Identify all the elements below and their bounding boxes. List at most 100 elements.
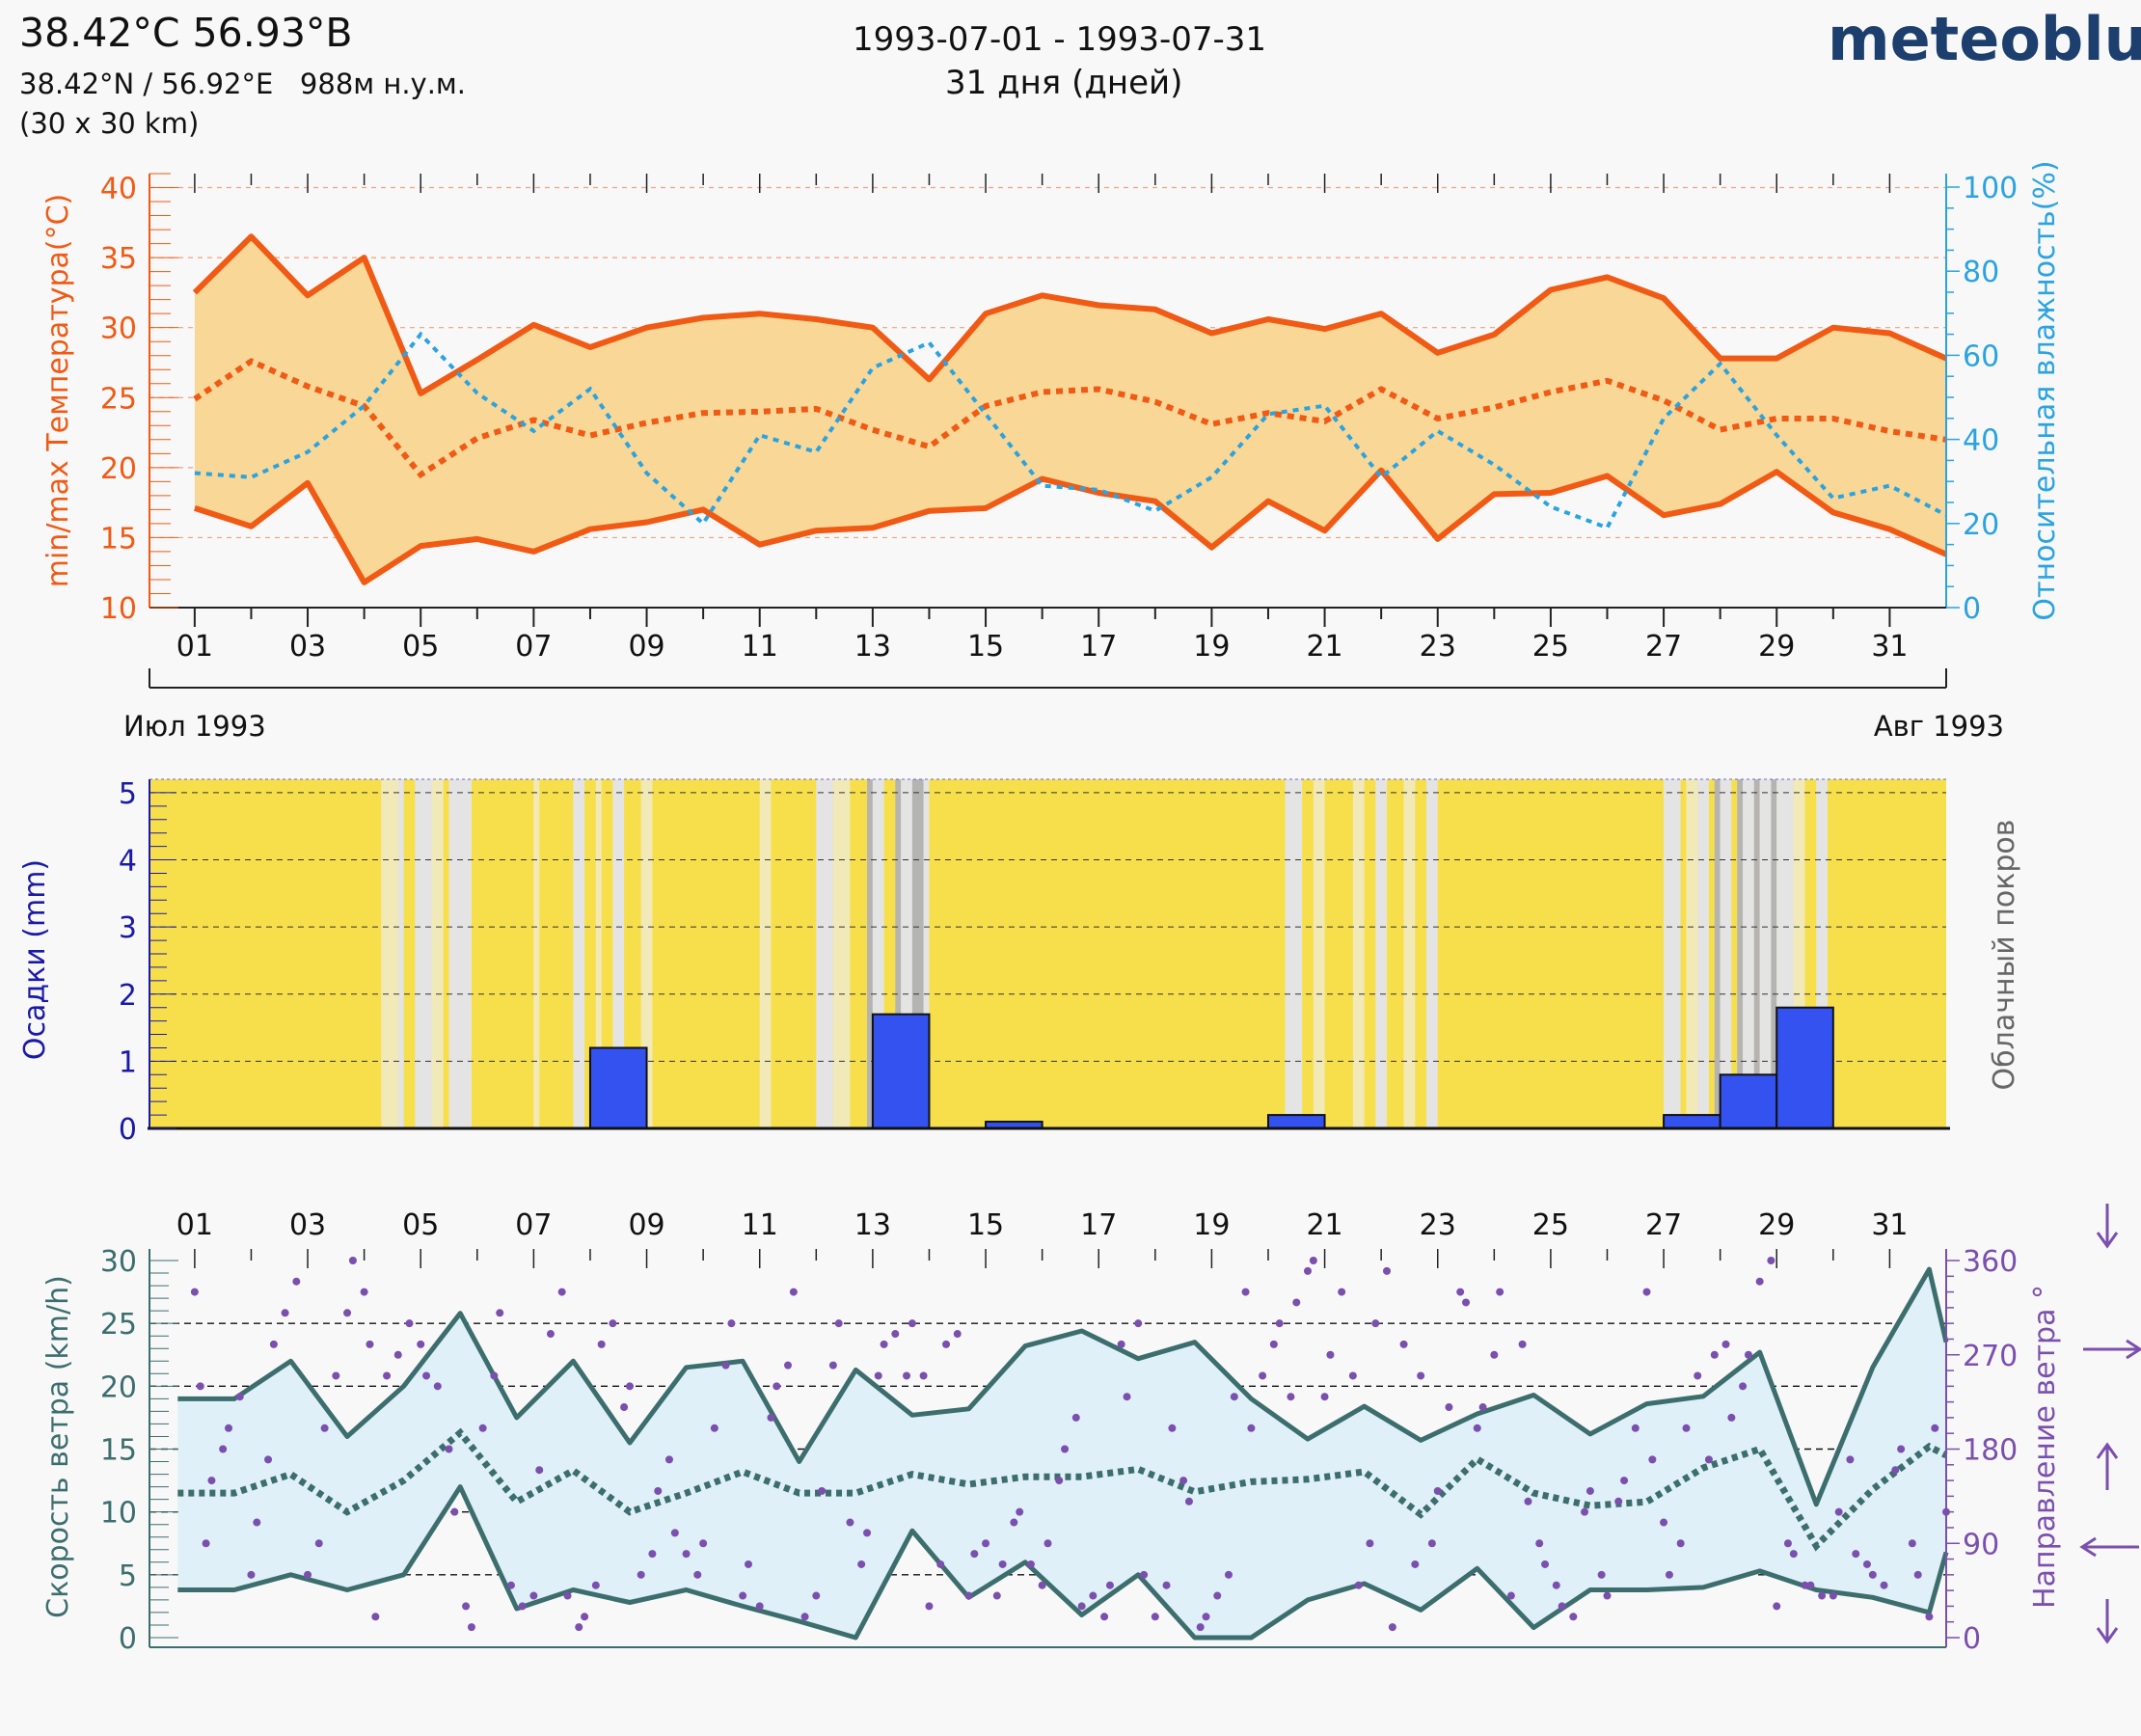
- wind-direction-dot: [597, 1340, 606, 1348]
- wind-direction-dot: [1026, 1560, 1035, 1568]
- day-tick-label: 09: [628, 630, 664, 664]
- wind-direction-dot: [936, 1560, 945, 1568]
- cloud-cover-strip: [1753, 779, 1760, 1128]
- wind-direction-dot: [1326, 1350, 1335, 1359]
- wind-direction-dot: [1665, 1570, 1673, 1579]
- cloud-cover-strip: [1352, 779, 1365, 1128]
- wind-direction-dot: [863, 1529, 872, 1537]
- day-tick-label: 25: [1532, 630, 1569, 664]
- wind-direction-dot: [1427, 1539, 1436, 1548]
- wind-direction-dot: [247, 1570, 256, 1579]
- wind-direction-dot: [800, 1613, 809, 1621]
- wind-direction-dot: [219, 1445, 228, 1453]
- wind-direction-dot: [1891, 1466, 1900, 1475]
- wind-direction-dot: [953, 1330, 962, 1339]
- cloud-cover-strip: [612, 779, 625, 1128]
- wind-day-tick-label: 07: [515, 1208, 552, 1242]
- wind-direction-dot: [320, 1424, 329, 1432]
- period-range: 1993-07-01 - 1993-07-31: [853, 20, 1267, 59]
- wind-direction-dot: [1524, 1497, 1532, 1505]
- day-tick-label: 15: [967, 630, 1004, 664]
- wind-direction-dot: [1179, 1477, 1188, 1485]
- wind-day-tick-label: 13: [854, 1208, 891, 1242]
- wind-direction-dot: [1241, 1288, 1250, 1296]
- wind-direction-dot: [563, 1591, 572, 1600]
- arrow-north-icon: [2096, 1599, 2119, 1644]
- wind-direction-dot: [1603, 1591, 1612, 1600]
- humidity-tick-label: 0: [1963, 592, 1981, 626]
- wind-direction-dot: [1105, 1581, 1114, 1589]
- wind-direction-dot: [1496, 1288, 1504, 1296]
- wind-direction-dot: [1140, 1570, 1149, 1579]
- wind-direction-dot: [654, 1486, 663, 1495]
- wind-day-tick-label: 05: [402, 1208, 439, 1242]
- wind-direction-dot: [828, 1361, 837, 1370]
- wind-direction-dot: [1897, 1445, 1906, 1453]
- temp-tick-label: 10: [100, 592, 137, 626]
- humidity-tick-label: 60: [1963, 339, 1999, 373]
- precip-bar: [871, 1013, 931, 1129]
- cloud-cover-strip: [448, 779, 472, 1128]
- wind-direction-dot: [1456, 1288, 1465, 1296]
- cloud-cover-strip: [1737, 779, 1744, 1128]
- wind-direction-dot: [417, 1340, 425, 1348]
- cloud-cover-strip: [1743, 779, 1754, 1128]
- wind-direction-dot: [1202, 1613, 1210, 1621]
- wind-direction-dot: [1913, 1570, 1922, 1579]
- cloud-cover-strip: [595, 779, 602, 1128]
- temp-tick-label: 30: [100, 312, 137, 346]
- wind-direction-dot: [812, 1591, 821, 1600]
- meteoblue-logo[interactable]: meteoblue: [1828, 4, 2141, 74]
- wind-range-band: [177, 1269, 1946, 1638]
- wind-tick-label: 5: [119, 1560, 137, 1593]
- wind-direction-dot: [1134, 1319, 1143, 1328]
- wind-tick-label: 10: [100, 1497, 137, 1531]
- wind-direction-dot: [292, 1277, 301, 1286]
- wind-direction-dot: [1055, 1477, 1064, 1485]
- day-tick-label: 03: [289, 630, 326, 664]
- day-tick-label: 29: [1758, 630, 1795, 664]
- wind-direction-tick-label: 180: [1963, 1434, 2018, 1468]
- wind-day-tick-label: 27: [1645, 1208, 1682, 1242]
- wind-direction-dot: [1660, 1518, 1668, 1527]
- wind-direction-dot: [1038, 1581, 1046, 1589]
- wind-day-tick-label: 03: [289, 1208, 326, 1242]
- wind-direction-dot: [281, 1309, 289, 1317]
- cloud-axis-title: Облачный покров: [1988, 820, 2021, 1091]
- wind-direction-dot: [998, 1560, 1007, 1568]
- wind-direction-dot: [1417, 1371, 1425, 1380]
- humidity-tick-label: 100: [1963, 172, 2018, 205]
- cloud-cover-strip: [1714, 779, 1721, 1128]
- wind-direction-dot: [1303, 1266, 1312, 1275]
- cloud-cover-strip: [533, 779, 540, 1128]
- wind-tick-label: 25: [100, 1308, 137, 1342]
- cloud-cover-strip: [923, 779, 930, 1128]
- wind-day-tick-label: 21: [1306, 1208, 1342, 1242]
- wind-direction-dot: [1789, 1550, 1798, 1559]
- wind-direction-dot: [1783, 1539, 1792, 1548]
- cloud-cover-strip: [832, 779, 851, 1128]
- wind-direction-dot: [1862, 1560, 1871, 1568]
- wind-direction-dot: [637, 1570, 645, 1579]
- temp-tick-label: 40: [100, 173, 137, 206]
- wind-direction-dot: [1834, 1507, 1843, 1516]
- wind-direction-tick-label: 270: [1963, 1340, 2018, 1373]
- wind-direction-dot: [1071, 1413, 1080, 1422]
- precip-tick-label: 3: [119, 911, 137, 945]
- wind-tick-label: 20: [100, 1370, 137, 1404]
- wind-direction-dot: [1445, 1403, 1453, 1412]
- wind-direction-dot: [693, 1570, 702, 1579]
- wind-direction-dot: [1354, 1581, 1363, 1589]
- wind-direction-dot: [982, 1539, 990, 1548]
- wind-direction-dot: [745, 1560, 752, 1568]
- wind-direction-dot: [1569, 1613, 1578, 1621]
- wind-direction-dot: [225, 1424, 233, 1432]
- wind-direction-dot: [366, 1340, 374, 1348]
- wind-direction-dot: [1292, 1298, 1301, 1307]
- humidity-line: [194, 331, 1947, 530]
- wind-direction-dot: [772, 1382, 781, 1391]
- cloud-cover-strip: [573, 779, 585, 1128]
- wind-direction-dot: [360, 1288, 368, 1296]
- wind-direction-dot: [857, 1560, 866, 1568]
